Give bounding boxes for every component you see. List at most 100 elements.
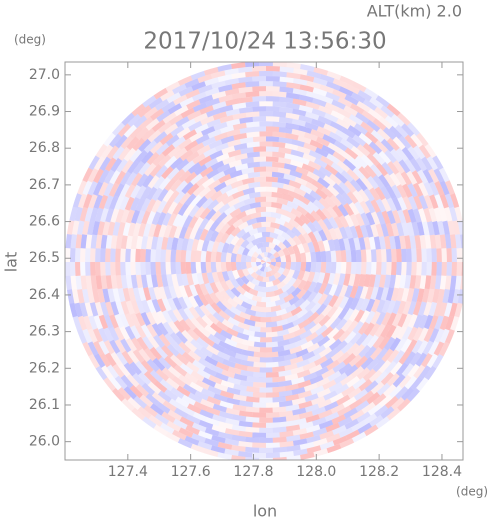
field-cell <box>193 216 204 230</box>
field-cell <box>282 247 290 256</box>
field-cell <box>349 225 359 239</box>
field-cell <box>266 371 279 378</box>
field-cell <box>292 316 305 327</box>
field-cell <box>226 128 241 137</box>
field-cell <box>254 321 266 328</box>
field-cell <box>233 132 247 141</box>
field-cell <box>305 90 321 100</box>
field-cell <box>292 417 307 426</box>
field-cell <box>109 170 121 185</box>
field-cell <box>125 337 137 353</box>
field-cell <box>260 201 272 207</box>
field-cell <box>409 235 417 249</box>
field-cell <box>404 274 412 289</box>
field-cell <box>252 442 266 448</box>
field-cell <box>369 346 383 361</box>
field-cell <box>353 123 368 136</box>
field-cell <box>237 293 249 303</box>
field-cell <box>138 371 152 386</box>
field-cell <box>245 71 260 78</box>
field-cell <box>183 307 195 321</box>
field-cell <box>224 205 236 216</box>
field-cell <box>281 283 291 293</box>
field-cell <box>308 364 323 375</box>
field-cell <box>141 274 149 289</box>
field-cell <box>340 262 347 274</box>
field-cell <box>333 295 344 309</box>
field-cell <box>203 448 219 458</box>
field-cell <box>122 287 131 302</box>
field-cell <box>290 149 305 158</box>
field-cell <box>390 262 397 276</box>
field-cell <box>262 276 270 283</box>
field-cell <box>461 248 463 262</box>
field-cell <box>175 180 188 194</box>
field-cell <box>188 120 203 132</box>
field-cell <box>310 262 317 273</box>
field-cell <box>225 187 239 197</box>
field-cell <box>312 168 326 180</box>
field-cell <box>201 197 214 210</box>
field-cell <box>366 153 380 167</box>
field-cell <box>318 346 333 358</box>
field-cell <box>332 328 345 341</box>
field-cell <box>272 406 287 413</box>
field-cell <box>282 321 295 331</box>
field-cell <box>292 78 308 86</box>
field-cell <box>300 452 315 460</box>
field-cell <box>105 234 113 249</box>
field-cell <box>350 145 365 159</box>
field-cell <box>253 341 266 348</box>
field-cell <box>221 270 230 282</box>
field-cell <box>162 298 172 312</box>
field-cell <box>355 332 368 347</box>
field-cell <box>311 118 326 129</box>
field-cell <box>449 302 458 318</box>
field-cell <box>140 248 147 262</box>
field-cell <box>139 394 154 408</box>
field-cell <box>129 148 142 163</box>
field-cell <box>226 387 241 396</box>
field-cell <box>378 116 393 130</box>
field-cell <box>121 350 134 365</box>
field-cell <box>100 275 108 290</box>
field-cell <box>409 275 417 289</box>
field-cell <box>258 236 266 243</box>
field-cell <box>272 386 286 393</box>
field-cell <box>369 163 383 178</box>
field-cell <box>344 285 354 299</box>
field-cell <box>266 351 279 358</box>
field-cell <box>135 149 148 164</box>
field-cell <box>246 365 260 373</box>
field-cell <box>219 329 233 340</box>
field-cell <box>285 254 292 262</box>
field-cell <box>375 311 387 326</box>
field-cell <box>350 249 357 262</box>
field-cell <box>178 86 194 97</box>
field-cell <box>272 91 287 98</box>
field-cell <box>363 87 379 100</box>
field-cell <box>337 203 349 217</box>
field-cell <box>335 250 342 262</box>
field-cell <box>146 210 156 225</box>
field-cell <box>401 248 407 262</box>
field-cell <box>142 336 154 350</box>
field-cell <box>305 414 320 423</box>
field-cell <box>184 171 198 184</box>
field-cell <box>399 274 407 289</box>
field-cell <box>279 420 294 428</box>
field-cell <box>256 264 263 270</box>
field-cell <box>150 249 157 262</box>
field-cell <box>180 405 195 417</box>
field-cell <box>318 229 328 242</box>
field-cell <box>283 293 295 303</box>
field-cell <box>287 269 295 279</box>
field-cell <box>207 129 222 139</box>
field-cell <box>300 252 307 262</box>
field-cell <box>342 353 357 366</box>
field-cell <box>184 193 197 206</box>
field-cell <box>307 231 318 243</box>
field-cell <box>354 212 365 227</box>
field-cell <box>103 182 114 197</box>
field-cell <box>213 121 228 131</box>
